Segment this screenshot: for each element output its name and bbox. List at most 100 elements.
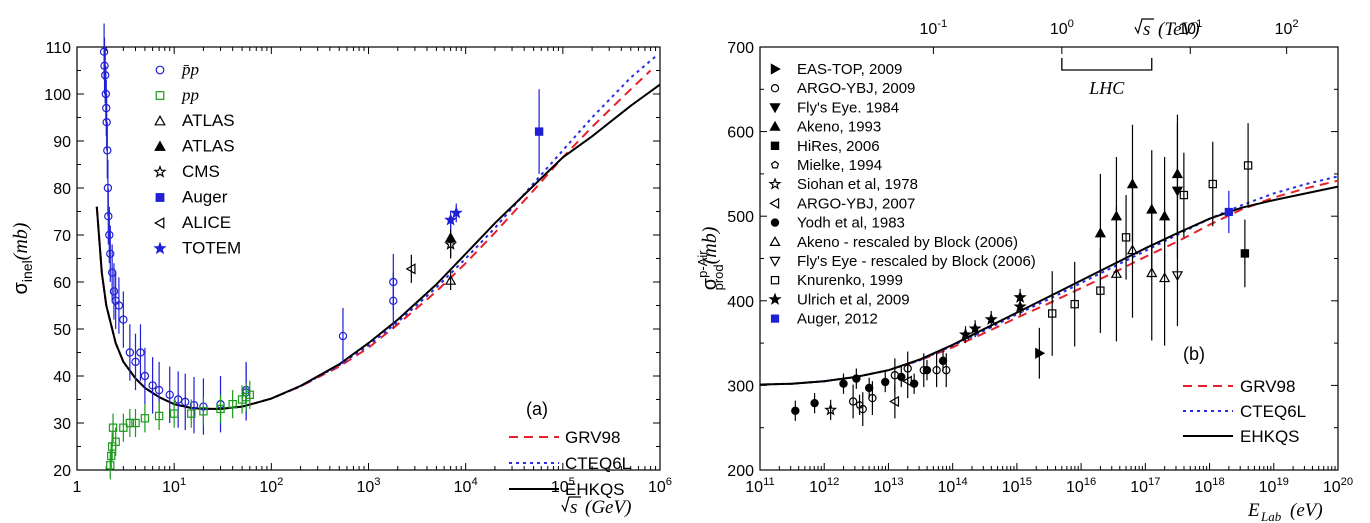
x-tick-label-exp: 15 — [1020, 476, 1032, 488]
data-point-atlas-open — [444, 274, 457, 285]
legend-label: ARGO-YBJ, 2009 — [797, 80, 915, 97]
curve-grv98 — [95, 69, 652, 410]
y-tick-label: 600 — [727, 125, 754, 142]
y-tick-label: 60 — [53, 275, 71, 292]
curve-cteq6l — [95, 55, 657, 410]
x-tick-label-exp: 6 — [666, 476, 672, 488]
data-point-pbar — [136, 348, 145, 357]
plot-frame — [76, 46, 661, 471]
y-label-sub: prod — [711, 264, 726, 290]
x-label-sub: Lab — [1260, 509, 1282, 523]
x-tick-label-exp: 1 — [180, 476, 186, 488]
y-axis-label: σp-Airprod(mb) — [695, 226, 726, 290]
top-tick-label: 10-1 — [920, 18, 948, 38]
legend-label: Yodh et al, 1983 — [797, 215, 905, 232]
x-tick-label-base: 10 — [745, 479, 763, 496]
data-point-pp — [228, 400, 237, 409]
data-point-square-filled-blue — [1224, 207, 1233, 217]
legend-label: Auger, 2012 — [797, 311, 878, 328]
y-tick-label: 50 — [53, 322, 71, 339]
x-tick-label-base: 10 — [551, 479, 569, 496]
legend-label: Mielke, 1994 — [797, 157, 882, 174]
top-sqrt-sign — [1134, 18, 1154, 35]
x-tick-label-exp: 18 — [1212, 476, 1224, 488]
data-point-circle-filled — [810, 398, 819, 408]
x-tick-label-exp: 20 — [1341, 476, 1353, 488]
data-point-pp — [154, 411, 164, 421]
data-point-pbar — [165, 390, 174, 399]
legend-label: ATLAS — [182, 111, 235, 130]
data-point-square-filled — [1240, 249, 1250, 258]
legend-label: ATLAS — [182, 137, 235, 156]
data-point-circle-filled — [864, 383, 874, 393]
x-tick-label: 1018 — [1194, 476, 1224, 496]
top-tick-label: 101 — [1178, 18, 1202, 38]
data-point-square-open — [1243, 161, 1253, 170]
legend-line-label: EHKQS — [1240, 427, 1300, 446]
y-tick-label: 80 — [53, 181, 71, 198]
data-point-pbar — [104, 211, 113, 221]
curve-ehkqs — [95, 83, 661, 410]
legend-line-label: GRV98 — [1240, 377, 1295, 396]
legend-marker-6 — [768, 177, 782, 190]
x-tick-label: 104 — [454, 476, 478, 496]
data-point-pbar — [154, 385, 164, 395]
data-point-pp — [108, 423, 118, 432]
data-point-pp — [107, 451, 116, 461]
legend-marker-0 — [155, 65, 165, 75]
data-point-pentagon-open — [855, 400, 864, 409]
legend-marker-6 — [153, 217, 165, 229]
data-point-square-open — [1208, 179, 1217, 189]
legend-line-label: GRV98 — [565, 428, 620, 447]
y-label-sup: p-Air — [695, 250, 710, 278]
x-tick-label-base: 10 — [356, 479, 374, 496]
data-point-pp — [119, 423, 128, 432]
legend-line-label: EHKQS — [565, 480, 625, 499]
data-point-triangle-open — [1126, 244, 1139, 255]
top-tick-label-base: 10 — [1050, 21, 1068, 38]
legend-label: Auger — [182, 188, 228, 207]
legend-marker-1 — [155, 91, 165, 100]
y-tick-label: 40 — [53, 369, 71, 386]
data-point-circle-filled — [938, 356, 948, 366]
x-tick-label: 1013 — [873, 476, 903, 496]
top-tick-label-base: 10 — [920, 21, 938, 38]
data-point-square-open — [1096, 286, 1105, 295]
data-point-triangle-open — [1146, 267, 1158, 278]
y-label-unit: (mb) — [10, 222, 32, 260]
data-point-pp — [216, 404, 225, 414]
data-point-pbar — [106, 249, 115, 258]
legend-line-label: CTEQ6L — [565, 454, 631, 473]
lhc-bracket — [1061, 58, 1153, 71]
data-point-pp — [140, 414, 150, 423]
legend-marker-5 — [770, 160, 780, 169]
data-point-pbar — [100, 70, 110, 80]
legend-marker-8 — [770, 218, 780, 227]
x-tick-label: 101 — [162, 476, 186, 496]
legend-marker-7 — [769, 197, 780, 210]
legend-label: Siohan et al, 1978 — [797, 176, 918, 193]
x-tick-label: 1019 — [1259, 476, 1289, 496]
data-point-pbar — [103, 146, 112, 155]
y-label-symbol: σ — [10, 281, 32, 294]
legend-marker-0 — [770, 63, 781, 75]
data-point-star-filled — [1013, 299, 1027, 313]
x-tick-label: 1017 — [1130, 476, 1160, 496]
x-tick-label-exp: 3 — [374, 476, 380, 488]
data-point-triangle-filled — [1171, 168, 1184, 179]
data-point-pbar — [114, 301, 124, 310]
legend-marker-9 — [769, 235, 781, 246]
data-point-circle-filled — [909, 379, 919, 388]
legend-marker-10 — [769, 256, 781, 267]
data-point-tri-left-open — [889, 395, 900, 408]
legend-marker-7 — [153, 241, 167, 255]
data-point-pbar — [389, 277, 398, 287]
y-label-symbol: σ — [699, 277, 721, 290]
x-tick-label-exp: 13 — [891, 476, 903, 488]
data-point-cms — [444, 237, 458, 250]
top-tick-label-exp: 1 — [1196, 18, 1202, 30]
y-tick-label: 100 — [44, 87, 71, 104]
x-tick-label-exp: 11 — [763, 476, 775, 488]
